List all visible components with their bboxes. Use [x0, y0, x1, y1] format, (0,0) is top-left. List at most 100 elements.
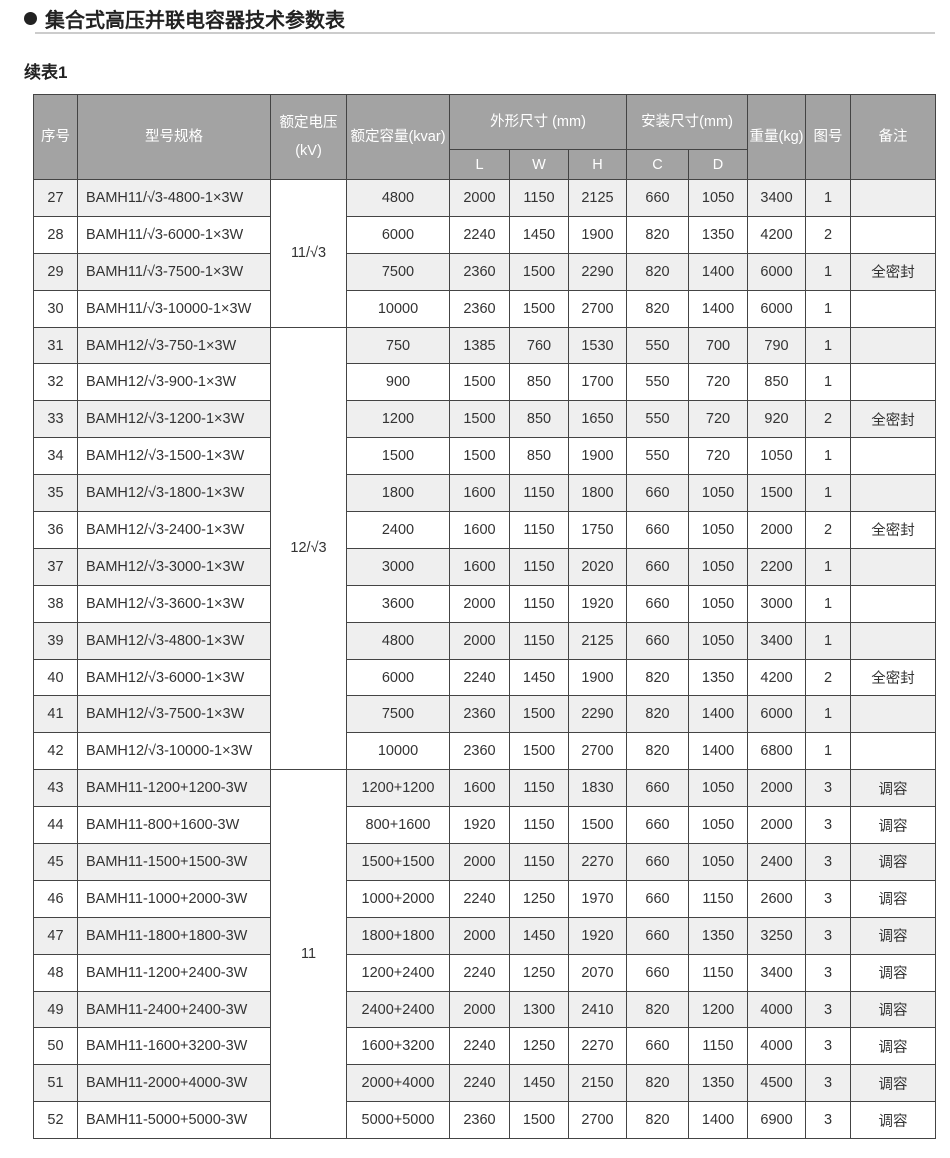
- cell-no: 48: [33, 953, 78, 992]
- cell-C: 550: [626, 437, 689, 476]
- cell-W: 1150: [509, 843, 569, 881]
- cell-fig: 1: [805, 621, 852, 660]
- cell-fig: 1: [805, 732, 852, 771]
- cell-capacity: 2400+2400: [346, 990, 450, 1029]
- cell-weight: 3000: [747, 584, 807, 623]
- cell-W: 1250: [509, 879, 569, 918]
- cell-weight: 6000: [747, 695, 807, 734]
- cell-L: 2240: [449, 215, 510, 254]
- cell-L: 2240: [449, 658, 510, 697]
- cell-D: 1050: [687, 806, 749, 845]
- cell-capacity: 1200: [346, 400, 450, 439]
- header-L: L: [449, 149, 510, 180]
- cell-D: 1350: [687, 916, 749, 955]
- bullet-icon: [24, 12, 37, 25]
- cell-note: 全密封: [850, 400, 937, 439]
- cell-model: BAMH11-2000+4000-3W: [77, 1064, 271, 1103]
- cell-C: 820: [626, 1064, 689, 1103]
- cell-capacity: 2000+4000: [346, 1064, 450, 1103]
- cell-no: 46: [33, 879, 78, 918]
- cell-C: 820: [626, 252, 689, 291]
- table-row: 43 BAMH11-1200+1200-3W 11 1200+1200 1600 1150…: [33, 769, 937, 1140]
- cell-fig: 1: [805, 437, 852, 476]
- cell-note: [850, 326, 937, 365]
- cell-D: 720: [687, 363, 749, 402]
- cell-capacity: 1600+3200: [346, 1027, 450, 1066]
- cell-model: BAMH11-5000+5000-3W: [77, 1101, 271, 1140]
- cell-weight: 1500: [747, 474, 807, 513]
- cell-no: 44: [33, 806, 78, 845]
- cell-D: 1350: [687, 1064, 749, 1103]
- cell-W: 1150: [509, 584, 569, 623]
- cell-capacity: 4800: [346, 621, 450, 660]
- cell-D: 1050: [687, 547, 749, 586]
- cell-L: 2360: [449, 289, 510, 328]
- cell-note: [850, 732, 937, 771]
- cell-H: 2270: [568, 843, 627, 881]
- cell-C: 660: [626, 1027, 689, 1066]
- cell-capacity: 1500+1500: [346, 843, 450, 881]
- cell-L: 2240: [449, 953, 510, 992]
- cell-model: BAMH11-800+1600-3W: [77, 806, 271, 845]
- cell-D: 1400: [687, 695, 749, 734]
- cell-W: 1450: [509, 1064, 569, 1103]
- cell-H: 2700: [568, 1101, 627, 1140]
- cell-model: BAMH12/√3-4800-1×3W: [77, 621, 271, 660]
- cell-fig: 2: [805, 215, 852, 254]
- cell-capacity: 3600: [346, 584, 450, 623]
- cell-model: BAMH11/√3-10000-1×3W: [77, 289, 271, 328]
- table-row: 33 BAMH12/√3-1200-1×3W 1200 1500 850 1650 550 7…: [33, 400, 937, 439]
- cell-capacity: 4800: [346, 179, 450, 217]
- cell-no: 29: [33, 252, 78, 291]
- cell-model: BAMH12/√3-7500-1×3W: [77, 695, 271, 734]
- cell-C: 660: [626, 179, 689, 217]
- cell-note: [850, 289, 937, 328]
- cell-note: [850, 695, 937, 734]
- cell-H: 1650: [568, 400, 627, 439]
- cell-capacity: 1500: [346, 437, 450, 476]
- cell-no: 38: [33, 584, 78, 623]
- header-fig: 图号: [805, 94, 852, 180]
- cell-L: 2240: [449, 879, 510, 918]
- cell-model: BAMH11-1600+3200-3W: [77, 1027, 271, 1066]
- cell-voltage: 11/√3: [270, 179, 347, 328]
- cell-C: 820: [626, 1101, 689, 1140]
- cell-D: 1400: [687, 252, 749, 291]
- cell-fig: 2: [805, 511, 852, 549]
- cell-D: 720: [687, 437, 749, 476]
- cell-weight: 6000: [747, 252, 807, 291]
- header-voltage: 额定电压(kV): [270, 94, 347, 180]
- cell-note: 调容: [850, 769, 937, 808]
- cell-C: 660: [626, 547, 689, 586]
- cell-H: 1900: [568, 215, 627, 254]
- cell-L: 2000: [449, 584, 510, 623]
- table-caption: 续表1: [24, 63, 68, 82]
- cell-capacity: 1200+2400: [346, 953, 450, 992]
- cell-no: 43: [33, 769, 78, 808]
- cell-W: 1500: [509, 289, 569, 328]
- cell-L: 2240: [449, 1027, 510, 1066]
- cell-L: 1600: [449, 547, 510, 586]
- cell-no: 39: [33, 621, 78, 660]
- cell-fig: 3: [805, 1064, 852, 1103]
- cell-note: 调容: [850, 953, 937, 992]
- cell-note: [850, 621, 937, 660]
- cell-L: 1500: [449, 400, 510, 439]
- cell-D: 1050: [687, 179, 749, 217]
- cell-capacity: 800+1600: [346, 806, 450, 845]
- cell-weight: 2000: [747, 806, 807, 845]
- cell-W: 1250: [509, 953, 569, 992]
- cell-fig: 1: [805, 179, 852, 217]
- cell-fig: 3: [805, 843, 852, 881]
- cell-note: [850, 363, 937, 402]
- cell-note: 全密封: [850, 252, 937, 291]
- cell-no: 30: [33, 289, 78, 328]
- cell-model: BAMH11/√3-6000-1×3W: [77, 215, 271, 254]
- header-H: H: [568, 149, 627, 180]
- header-note: 备注: [850, 94, 937, 180]
- cell-H: 1530: [568, 326, 627, 365]
- cell-H: 1700: [568, 363, 627, 402]
- cell-capacity: 10000: [346, 732, 450, 771]
- cell-fig: 1: [805, 695, 852, 734]
- cell-H: 1920: [568, 916, 627, 955]
